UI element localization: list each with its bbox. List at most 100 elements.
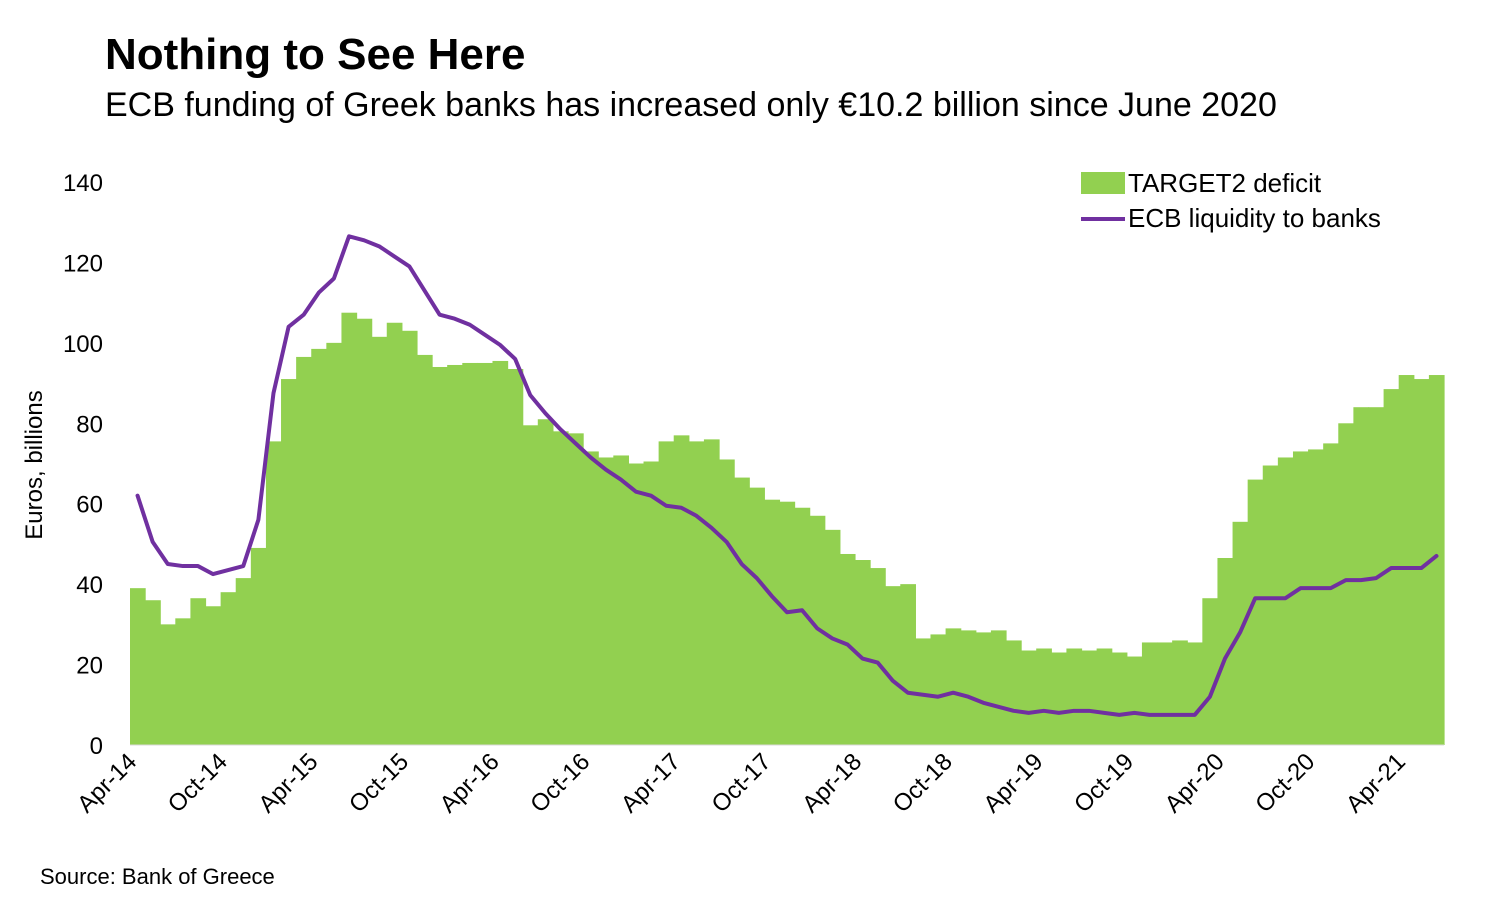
target2-bar — [326, 342, 343, 745]
target2-bar — [507, 369, 524, 745]
target2-bar — [341, 312, 358, 745]
target2-bar — [477, 362, 494, 745]
target2-bar — [447, 364, 463, 745]
chart-title: Nothing to See Here — [105, 30, 526, 79]
target2-bar — [1292, 451, 1309, 745]
legend-label-target2: TARGET2 deficit — [1128, 168, 1322, 198]
target2-bar — [794, 507, 811, 745]
target2-bar — [205, 606, 222, 745]
target2-bar — [190, 598, 207, 745]
target2-bar — [492, 360, 509, 745]
target2-bar — [1081, 650, 1098, 745]
target2-bar — [658, 441, 675, 745]
target2-bar — [960, 630, 977, 745]
target2-bar — [175, 618, 192, 745]
target2-bar — [900, 584, 916, 745]
ecb-line-layer — [135, 234, 1439, 717]
target2-bar — [371, 336, 388, 745]
target2-bar — [703, 439, 720, 745]
target2-bar — [537, 419, 554, 745]
x-tick-labels: Apr-14 Oct-14 Apr-15 Oct-15 Apr-16 Oct-16 Apr-… — [72, 748, 1411, 818]
y-tick-label: 20 — [76, 653, 103, 680]
target2-bar — [839, 553, 856, 745]
target2-bar — [1202, 598, 1219, 745]
target2-bar — [416, 354, 433, 745]
y-tick-label: 120 — [63, 250, 103, 277]
y-tick-label: 140 — [63, 170, 103, 197]
target2-bar — [1262, 465, 1279, 745]
chart-subtitle: ECB funding of Greek banks has increased… — [105, 86, 1277, 124]
ecb-liquidity-line — [135, 234, 1439, 717]
target2-bar — [1036, 648, 1052, 745]
y-axis-label: Euros, billions — [21, 390, 48, 539]
x-tick-label: Oct-20 — [1250, 748, 1320, 818]
target2-bar — [1157, 642, 1173, 745]
target2-bar — [462, 362, 478, 745]
target2-bar — [1051, 652, 1068, 745]
legend-label-ecb: ECB liquidity to banks — [1128, 203, 1381, 233]
target2-bar — [311, 348, 327, 745]
x-tick-label: Oct-17 — [707, 748, 777, 818]
x-tick-label: Apr-17 — [616, 748, 686, 818]
target2-bar — [613, 455, 630, 745]
target2-bar — [145, 600, 161, 745]
target2-bar — [1096, 648, 1113, 745]
x-tick-label: Apr-21 — [1341, 748, 1411, 818]
target2-bar — [915, 638, 932, 745]
target2-bar — [854, 560, 871, 745]
x-tick-label: Oct-16 — [525, 748, 595, 818]
target2-bar — [1247, 479, 1264, 745]
target2-bar — [296, 356, 312, 745]
target2-bar — [870, 568, 886, 745]
x-tick-label: Apr-20 — [1160, 748, 1230, 818]
target2-bar — [598, 457, 614, 745]
legend-swatch-target2 — [1081, 172, 1125, 194]
legend: TARGET2 deficit ECB liquidity to banks — [1081, 168, 1381, 233]
target2-bar — [1217, 558, 1234, 745]
y-tick-label: 60 — [76, 492, 103, 519]
target2-bar — [160, 624, 176, 745]
target2-bar — [220, 592, 237, 745]
y-tick-label: 100 — [63, 331, 103, 358]
target2-bar — [432, 366, 448, 745]
target2-bar — [1428, 375, 1445, 745]
target2-bar — [265, 441, 282, 745]
target2-bar — [643, 461, 660, 745]
target2-bar — [522, 425, 539, 745]
target2-bar — [1353, 407, 1370, 745]
y-tick-labels: 0 20 40 60 80 100 120 140 — [63, 170, 103, 760]
y-tick-label: 40 — [76, 572, 103, 599]
target2-bar — [568, 433, 584, 745]
target2-bar — [1308, 449, 1324, 745]
target2-area-layer — [130, 312, 1445, 745]
target2-bar — [1187, 642, 1203, 745]
target2-bar — [945, 628, 962, 745]
y-tick-label: 0 — [90, 733, 103, 760]
target2-bar — [930, 634, 947, 745]
target2-bar — [583, 451, 599, 745]
target2-bar — [885, 586, 901, 745]
x-tick-label: Apr-15 — [253, 748, 323, 818]
target2-bar — [719, 459, 735, 745]
target2-bar — [673, 435, 690, 745]
target2-bar — [1172, 640, 1188, 745]
target2-bar — [628, 463, 645, 745]
target2-bar — [1277, 457, 1294, 745]
target2-bar — [356, 318, 373, 745]
x-tick-label: Apr-16 — [435, 748, 505, 818]
x-tick-label: Apr-19 — [978, 748, 1048, 818]
target2-bar — [1066, 648, 1083, 745]
x-tick-label: Apr-14 — [72, 748, 142, 818]
target2-bar — [1111, 652, 1128, 745]
x-tick-label: Oct-18 — [888, 748, 958, 818]
x-tick-label: Oct-19 — [1069, 748, 1139, 818]
target2-bar — [990, 630, 1007, 745]
target2-bar — [386, 322, 403, 745]
x-tick-label: Apr-18 — [797, 748, 867, 818]
target2-bar — [1126, 656, 1143, 745]
target2-bar — [1141, 642, 1158, 745]
target2-bar — [281, 379, 297, 745]
target2-bar — [235, 578, 252, 745]
x-tick-label: Oct-15 — [344, 748, 414, 818]
